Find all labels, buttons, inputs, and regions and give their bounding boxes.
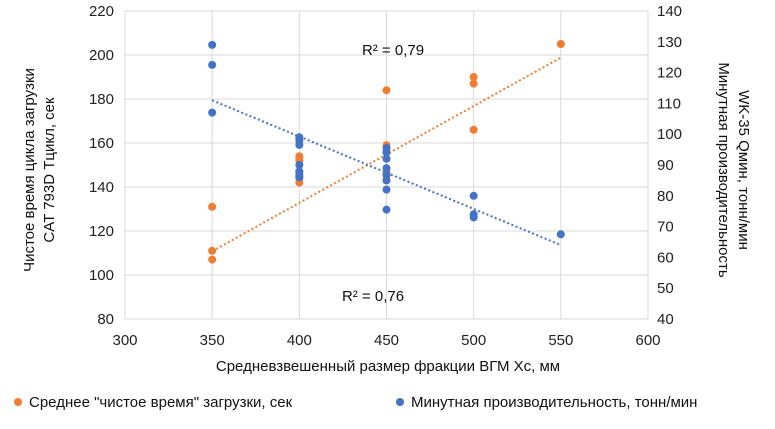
r2-label-orange: R² = 0,79: [362, 42, 424, 59]
y-left-tick-label: 220: [89, 3, 114, 20]
data-point-series-0: [469, 79, 478, 88]
x-tick-label: 350: [200, 332, 225, 349]
y-left-axis-title: Чистое время цикла загрузки CAT 793D Тци…: [21, 68, 58, 272]
y-right-tick-label: 140: [657, 3, 682, 20]
y-right-tick-label: 70: [657, 219, 674, 236]
y-left-tick-label: 160: [89, 135, 114, 152]
data-point-series-1: [382, 148, 391, 157]
data-point-series-1: [382, 170, 391, 179]
y-right-tick-label: 40: [657, 311, 674, 328]
y-right-tick-label: 90: [657, 157, 674, 174]
data-point-series-1: [208, 108, 217, 117]
y-left-tick-label: 100: [89, 267, 114, 284]
x-tick-label: 600: [635, 332, 660, 349]
data-point-series-1: [382, 164, 391, 173]
legend: Среднее "чистое время" загрузки, сек Мин…: [14, 394, 697, 411]
y-left-tick-label: 80: [97, 311, 114, 328]
data-point-series-1: [382, 154, 391, 163]
x-tick-label: 500: [461, 332, 486, 349]
y-left-tick-label: 180: [89, 91, 114, 108]
y-right-tick-label: 110: [657, 95, 681, 112]
y-right-title-line1: Минутная производительность: [715, 62, 732, 278]
data-point-series-0: [208, 255, 217, 264]
y-right-tick-label: 60: [657, 249, 674, 266]
data-point-series-1: [382, 176, 391, 185]
legend-marker-blue: [396, 398, 404, 406]
y-left-tick-label: 200: [89, 47, 114, 64]
data-point-series-1: [382, 205, 391, 214]
y-right-tick-label: 100: [657, 126, 682, 143]
y-right-title-line2: WK-35 Qмин, тонн/мин: [735, 90, 752, 250]
data-point-series-0: [469, 73, 478, 81]
data-point-series-1: [295, 140, 304, 149]
data-point-series-1: [469, 191, 478, 200]
y-right-tick-label: 80: [657, 188, 674, 205]
data-point-series-0: [382, 86, 391, 95]
y-left-tick-label: 140: [89, 179, 114, 196]
legend-marker-orange: [14, 398, 22, 406]
data-point-series-0: [469, 125, 478, 134]
data-point-series-1: [208, 60, 217, 69]
y-right-tick-label: 120: [657, 65, 682, 82]
data-point-series-1: [556, 230, 565, 239]
data-point-series-1: [295, 173, 304, 182]
data-point-series-1: [382, 185, 391, 194]
data-point-series-0: [556, 40, 565, 48]
y-right-axis-title: Минутная производительность WK-35 Qмин, …: [715, 62, 752, 278]
x-tick-label: 450: [374, 332, 399, 349]
data-points: [208, 40, 565, 264]
y-left-tick-label: 120: [89, 223, 114, 240]
y-right-tick-label: 130: [657, 34, 682, 51]
tick-labels: 300 350 400 450 500 550 600 80 100 120 140 160 180 20…: [89, 3, 682, 349]
x-tick-label: 400: [287, 332, 312, 349]
y-right-tick-label: 50: [657, 280, 674, 297]
data-point-series-0: [208, 246, 217, 255]
data-point-series-0: [208, 202, 217, 211]
legend-entry-orange: Среднее "чистое время" загрузки, сек: [29, 394, 293, 411]
data-point-series-1: [295, 161, 304, 169]
y-left-title-line1: Чистое время цикла загрузки: [21, 68, 38, 272]
x-tick-label: 550: [548, 332, 573, 349]
y-left-title-line2: CAT 793D Тцикл, сек: [41, 97, 58, 243]
x-axis-title: Средневзвешенный размер фракции ВГМ Xc, …: [216, 358, 560, 375]
r2-label-blue: R² = 0,76: [342, 288, 404, 305]
data-point-series-1: [208, 40, 217, 49]
x-tick-label: 300: [112, 332, 137, 349]
legend-entry-blue: Минутная производительность, тонн/мин: [411, 394, 697, 411]
data-point-series-1: [469, 213, 478, 222]
